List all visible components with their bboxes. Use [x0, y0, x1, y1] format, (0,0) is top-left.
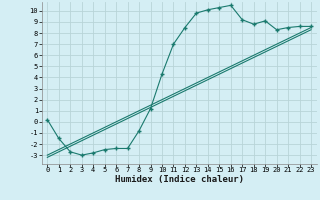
X-axis label: Humidex (Indice chaleur): Humidex (Indice chaleur) [115, 175, 244, 184]
